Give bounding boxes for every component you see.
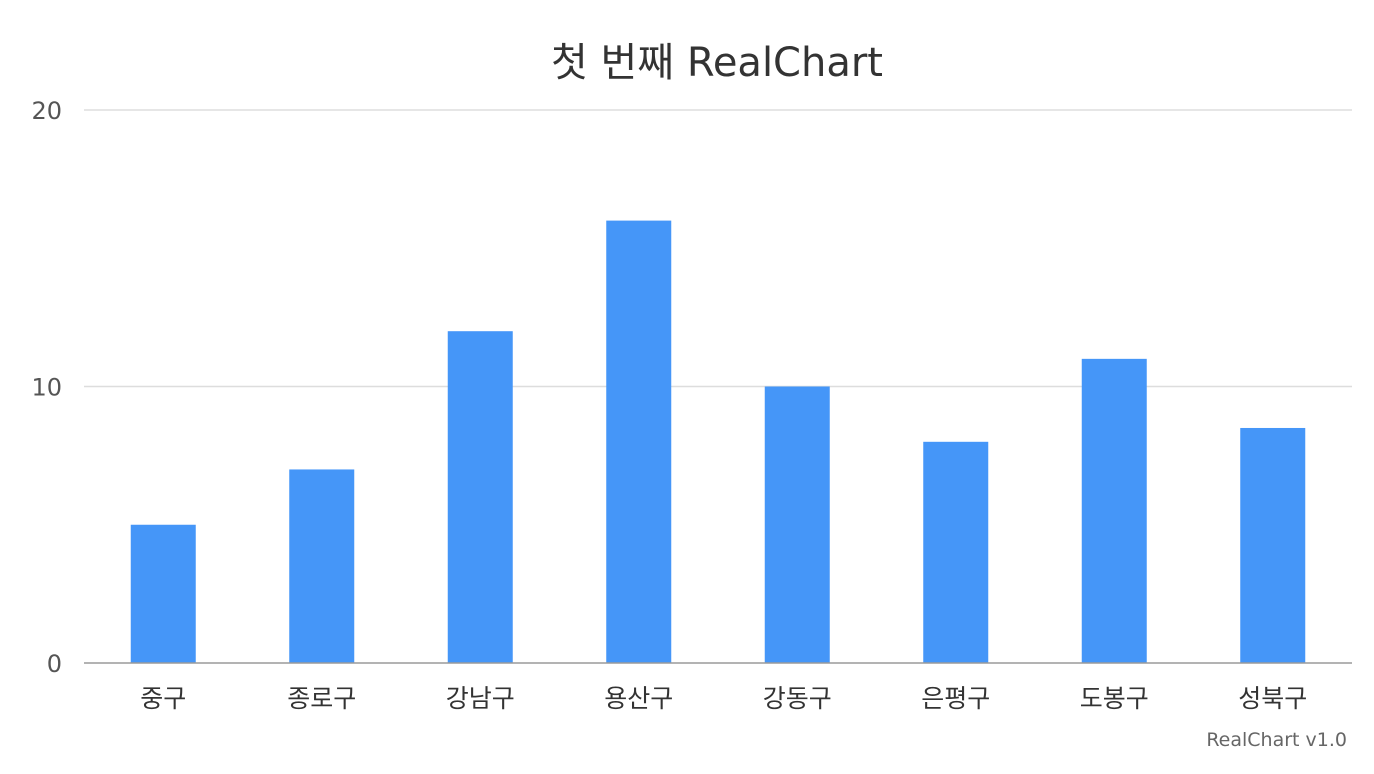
chart-title: 첫 번째 RealChart (551, 40, 883, 86)
x-tick-label: 중구 (140, 684, 186, 713)
x-tick-label: 성북구 (1238, 684, 1307, 713)
bar-6[interactable] (923, 441, 989, 663)
x-axis-labels: 중구 종로구 강남구 용산구 강동구 은평구 도봉구 성북구 (140, 684, 1307, 713)
x-tick-label: 강동구 (763, 684, 832, 713)
chart-credit[interactable]: RealChart v1.0 (1206, 729, 1347, 751)
y-tick-label: 10 (31, 374, 62, 402)
y-tick-label: 0 (47, 650, 62, 678)
bar-3[interactable] (447, 331, 513, 663)
y-tick-label: 20 (31, 97, 62, 125)
x-tick-label: 강남구 (446, 684, 515, 713)
y-axis-ticks: 0 10 20 (31, 97, 62, 678)
x-tick-label: 종로구 (287, 684, 356, 713)
x-tick-label: 은평구 (921, 684, 990, 713)
x-tick-label: 도봉구 (1080, 684, 1149, 713)
bar-4[interactable] (606, 220, 672, 663)
bar-2[interactable] (289, 469, 355, 663)
x-tick-label: 용산구 (604, 684, 673, 713)
bars (130, 220, 1306, 664)
gridlines (84, 109, 1352, 388)
bar-1[interactable] (130, 524, 196, 663)
bar-7[interactable] (1081, 358, 1147, 663)
bar-8[interactable] (1240, 427, 1306, 663)
bar-5[interactable] (764, 386, 830, 664)
